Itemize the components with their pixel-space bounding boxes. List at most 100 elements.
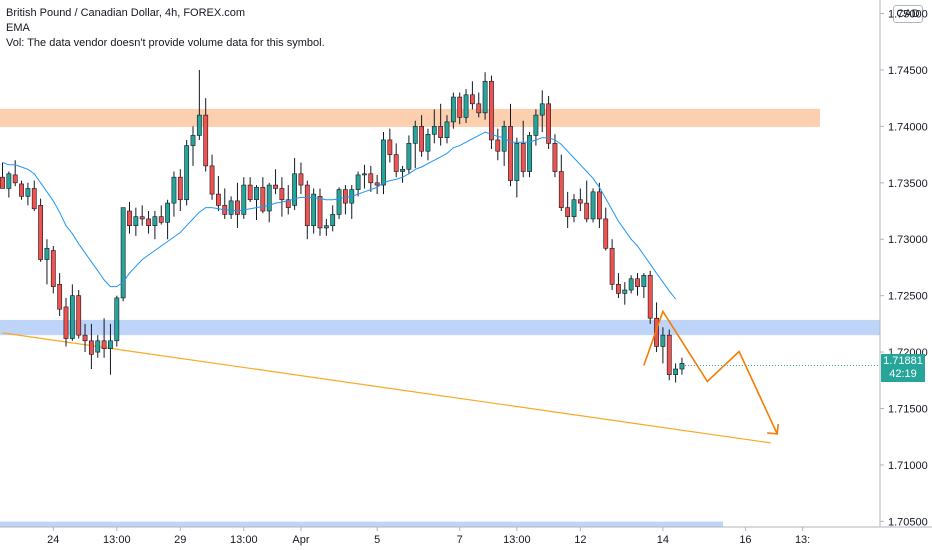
price-tick-label: 1.71000 — [888, 460, 928, 472]
candle-body — [165, 202, 170, 223]
candle-body — [368, 173, 374, 184]
candle-body — [641, 275, 647, 287]
candle-body — [247, 184, 253, 201]
candle-body — [279, 188, 285, 201]
candle-body — [38, 205, 43, 260]
candle-body — [355, 174, 361, 190]
price-tick-label: 1.75000 — [888, 9, 928, 21]
candle-body — [527, 135, 532, 172]
candle-body — [584, 202, 590, 220]
candle-body — [228, 200, 234, 215]
candle-body — [114, 297, 120, 342]
candle-body — [158, 216, 164, 223]
candle-body — [25, 188, 31, 197]
bar-countdown: 42:19 — [889, 368, 917, 380]
time-tick-label: 5 — [374, 534, 380, 546]
projection-path — [643, 309, 778, 435]
trendline — [2, 332, 771, 444]
candle-body — [76, 295, 82, 336]
candle-body — [209, 165, 215, 195]
price-tick-label: 1.70500 — [888, 516, 928, 528]
candle-body — [260, 187, 266, 212]
candle-body — [438, 126, 444, 138]
current-price: 1.71881 — [883, 355, 923, 367]
candle-body — [44, 247, 50, 260]
candle-body — [95, 340, 101, 353]
candle-body — [196, 114, 202, 136]
candle-body — [203, 114, 209, 167]
candle-body — [89, 340, 94, 355]
candle-body — [273, 184, 278, 189]
time-tick-label: 14 — [657, 534, 669, 546]
candle-body — [374, 182, 380, 186]
time-tick-label: 13:00 — [103, 534, 131, 546]
candle-body — [533, 114, 539, 136]
candle-body — [190, 135, 196, 146]
candle-body — [336, 189, 342, 215]
candle-body — [177, 176, 183, 201]
candle-body — [400, 168, 405, 172]
candle-body — [317, 196, 323, 229]
time-tick-label: 13:00 — [230, 534, 258, 546]
candle-body — [152, 216, 158, 226]
candle-body — [101, 340, 107, 350]
candle-body — [82, 334, 88, 342]
candle-body — [558, 171, 564, 208]
candle-body — [603, 218, 609, 249]
candle-body — [323, 225, 329, 229]
candle-body — [120, 207, 126, 299]
candle-body — [330, 214, 336, 226]
candle-body — [450, 96, 456, 123]
candle-body — [57, 284, 63, 310]
candle-body — [457, 96, 463, 118]
price-tick-label: 1.71500 — [888, 404, 928, 416]
candle-body — [571, 199, 577, 217]
candle-body — [514, 143, 520, 181]
symbol-title: British Pound / Canadian Dollar, 4h, FOR… — [6, 7, 246, 19]
candle-body — [508, 126, 513, 181]
time-tick-label: 29 — [174, 534, 186, 546]
candle-body — [628, 278, 634, 291]
projection-arrowhead — [767, 423, 779, 435]
price-tick-label: 1.74000 — [888, 121, 928, 133]
candle-body — [495, 139, 501, 152]
candle-body — [679, 363, 685, 370]
candle-body — [469, 94, 475, 105]
candle-body — [241, 184, 247, 215]
candle-body — [622, 289, 628, 294]
candle-body — [654, 317, 659, 347]
time-tick-label: 7 — [457, 534, 463, 546]
candle-body — [362, 173, 367, 176]
candle-body — [381, 139, 386, 186]
price-tick-label: 1.73000 — [888, 234, 928, 246]
candle-body — [298, 173, 304, 186]
time-tick-label: 13:00 — [503, 534, 531, 546]
candle-body — [463, 94, 469, 118]
ema-line — [2, 131, 676, 300]
candle-body — [184, 145, 190, 201]
candle-body — [235, 200, 240, 215]
candle-body — [304, 184, 310, 226]
candle-body — [12, 174, 18, 184]
candle-body — [596, 191, 602, 220]
candle-body — [146, 218, 151, 226]
time-tick-label: 13: — [795, 534, 810, 546]
candle-body — [0, 176, 5, 189]
candle-body — [50, 250, 56, 287]
candle-body — [660, 334, 666, 347]
price-tick-label: 1.74500 — [888, 65, 928, 77]
currency-selector[interactable]: CAD — [893, 5, 923, 23]
time-tick-label: 16 — [739, 534, 751, 546]
candle-body — [666, 334, 672, 375]
candle-body — [216, 193, 221, 206]
time-tick-label: 12 — [574, 534, 586, 546]
candle-body — [577, 199, 583, 204]
candle-body — [406, 143, 412, 170]
candle-body — [69, 295, 75, 339]
candle-body — [285, 199, 291, 208]
candle-body — [133, 216, 139, 226]
price-tick-label: 1.72500 — [888, 291, 928, 303]
current-price-tag: 1.71881 42:19 — [881, 354, 925, 382]
candle-body — [292, 173, 297, 206]
